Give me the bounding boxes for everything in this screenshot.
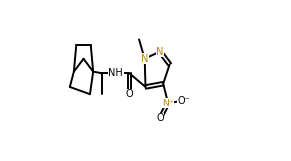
Text: N⁺: N⁺: [162, 99, 174, 108]
Text: N: N: [156, 47, 164, 57]
Text: N: N: [141, 54, 148, 64]
Text: O⁻: O⁻: [178, 96, 191, 106]
Text: O: O: [126, 89, 133, 99]
Text: O: O: [156, 113, 164, 123]
Text: NH: NH: [108, 68, 123, 78]
